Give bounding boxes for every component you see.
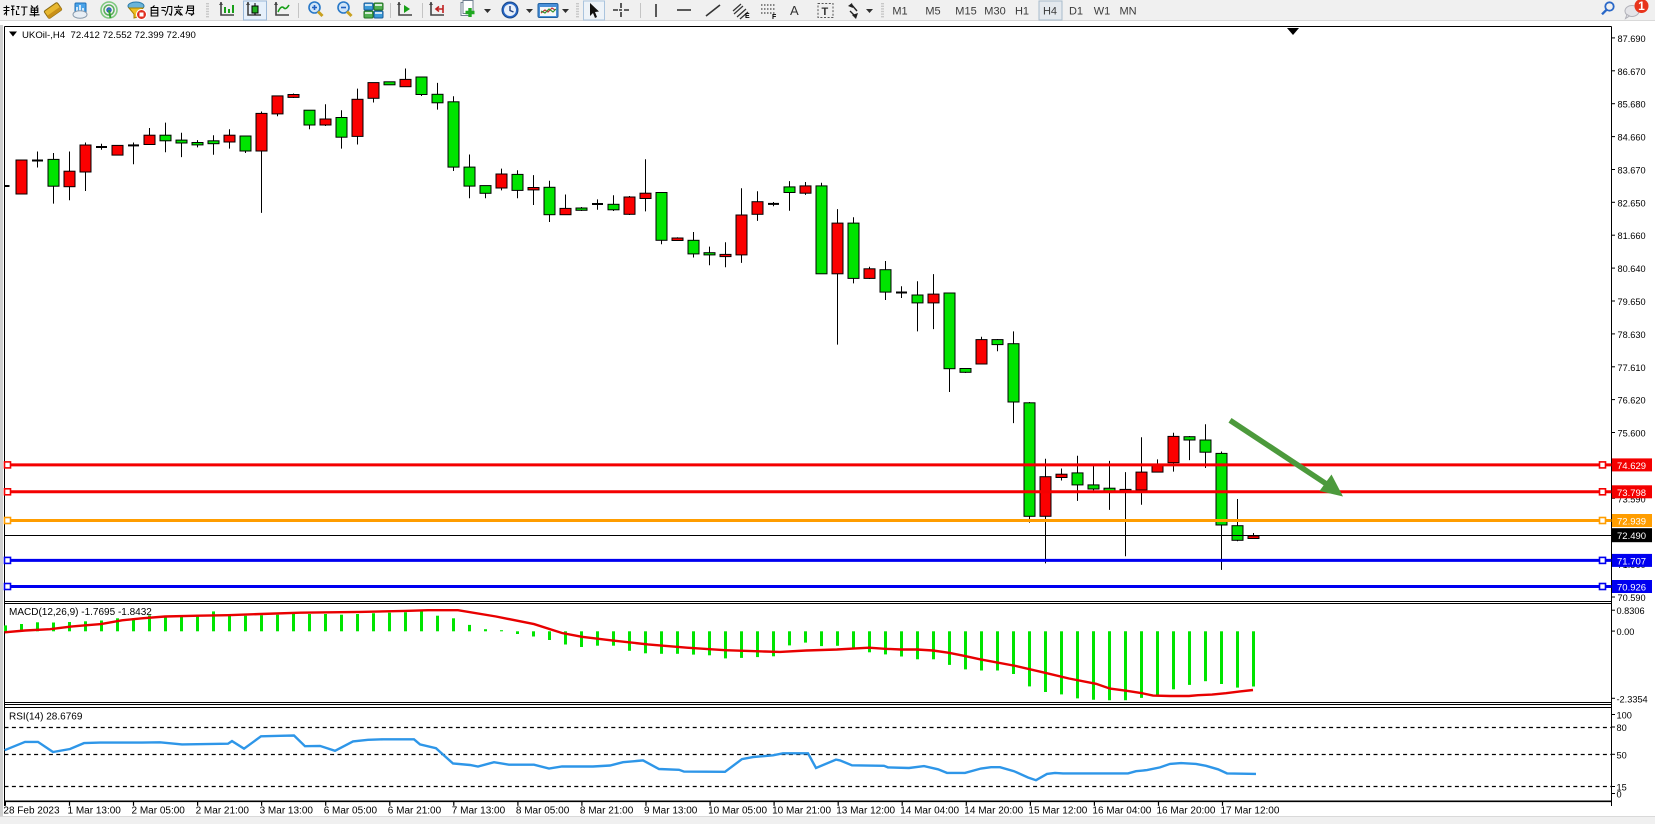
svg-text:16 Mar 04:00: 16 Mar 04:00 [1092, 806, 1151, 817]
svg-text:80: 80 [1617, 723, 1627, 733]
svg-text:75.600: 75.600 [1618, 429, 1646, 439]
svg-text:M5: M5 [925, 6, 940, 18]
svg-text:17 Mar 12:00: 17 Mar 12:00 [1221, 806, 1280, 817]
svg-text:-2.3354: -2.3354 [1617, 694, 1648, 704]
svg-text:1 Mar 13:00: 1 Mar 13:00 [68, 806, 122, 817]
svg-text:0.00: 0.00 [1617, 627, 1635, 637]
svg-text:9 Mar 13:00: 9 Mar 13:00 [644, 806, 698, 817]
svg-text:D1: D1 [1069, 6, 1083, 18]
svg-text:UKOil-,H4 72.412 72.552 72.39: UKOil-,H4 72.412 72.552 72.399 72.490 [22, 30, 196, 41]
svg-text:A: A [790, 3, 799, 18]
svg-text:13 Mar 12:00: 13 Mar 12:00 [836, 806, 895, 817]
svg-text:1: 1 [1638, 0, 1645, 13]
svg-text:8 Mar 05:00: 8 Mar 05:00 [516, 806, 570, 817]
svg-text:14 Mar 20:00: 14 Mar 20:00 [964, 806, 1023, 817]
svg-text:80.640: 80.640 [1618, 264, 1646, 274]
svg-text:H1: H1 [1015, 6, 1029, 18]
svg-text:70.590: 70.590 [1618, 593, 1646, 603]
svg-text:14 Mar 04:00: 14 Mar 04:00 [900, 806, 959, 817]
svg-text:73.590: 73.590 [1618, 494, 1646, 504]
svg-text:84.660: 84.660 [1618, 133, 1646, 143]
svg-text:3 Mar 13:00: 3 Mar 13:00 [260, 806, 314, 817]
svg-text:MN: MN [1119, 6, 1136, 18]
svg-text:H4: H4 [1043, 6, 1057, 18]
svg-text:M30: M30 [984, 6, 1005, 18]
svg-text:T: T [822, 6, 829, 18]
svg-text:82.650: 82.650 [1618, 198, 1646, 208]
svg-text:78.630: 78.630 [1618, 330, 1646, 340]
svg-text:71.707: 71.707 [1617, 556, 1646, 567]
svg-text:RSI(14) 28.6769: RSI(14) 28.6769 [9, 712, 83, 723]
svg-text:MACD(12,26,9) -1.7695 -1.8432: MACD(12,26,9) -1.7695 -1.8432 [9, 607, 152, 618]
svg-text:6 Mar 21:00: 6 Mar 21:00 [388, 806, 442, 817]
svg-text:2 Mar 21:00: 2 Mar 21:00 [196, 806, 250, 817]
svg-text:85.680: 85.680 [1618, 100, 1646, 110]
svg-text:50: 50 [1617, 750, 1627, 760]
svg-text:E: E [745, 13, 750, 20]
svg-text:W1: W1 [1094, 6, 1111, 18]
svg-text:86.670: 86.670 [1618, 67, 1646, 77]
svg-text:0: 0 [1617, 790, 1622, 800]
svg-text:M15: M15 [955, 6, 976, 18]
svg-text:76.620: 76.620 [1618, 396, 1646, 406]
svg-text:6 Mar 05:00: 6 Mar 05:00 [324, 806, 378, 817]
svg-text:7 Mar 13:00: 7 Mar 13:00 [452, 806, 506, 817]
svg-text:81.660: 81.660 [1618, 231, 1646, 241]
svg-text:77.610: 77.610 [1618, 363, 1646, 373]
svg-text:15: 15 [1617, 783, 1627, 793]
svg-text:M1: M1 [892, 6, 907, 18]
svg-text:74.629: 74.629 [1617, 461, 1646, 472]
svg-text:28 Feb 2023: 28 Feb 2023 [3, 806, 60, 817]
svg-text:2 Mar 05:00: 2 Mar 05:00 [132, 806, 186, 817]
svg-text:10 Mar 21:00: 10 Mar 21:00 [772, 806, 831, 817]
svg-text:8 Mar 21:00: 8 Mar 21:00 [580, 806, 634, 817]
svg-text:79.650: 79.650 [1618, 297, 1646, 307]
svg-text:16 Mar 20:00: 16 Mar 20:00 [1157, 806, 1216, 817]
svg-text:10 Mar 05:00: 10 Mar 05:00 [708, 806, 767, 817]
svg-text:73.798: 73.798 [1617, 488, 1646, 499]
svg-text:0.8306: 0.8306 [1617, 606, 1645, 616]
svg-text:100: 100 [1617, 711, 1632, 721]
svg-text:72.939: 72.939 [1617, 517, 1646, 528]
svg-text:87.690: 87.690 [1618, 34, 1646, 44]
svg-text:F: F [772, 14, 777, 21]
svg-text:70.926: 70.926 [1617, 583, 1646, 594]
svg-text:15 Mar 12:00: 15 Mar 12:00 [1028, 806, 1087, 817]
svg-text:72.490: 72.490 [1617, 531, 1646, 542]
svg-text:83.670: 83.670 [1618, 166, 1646, 176]
